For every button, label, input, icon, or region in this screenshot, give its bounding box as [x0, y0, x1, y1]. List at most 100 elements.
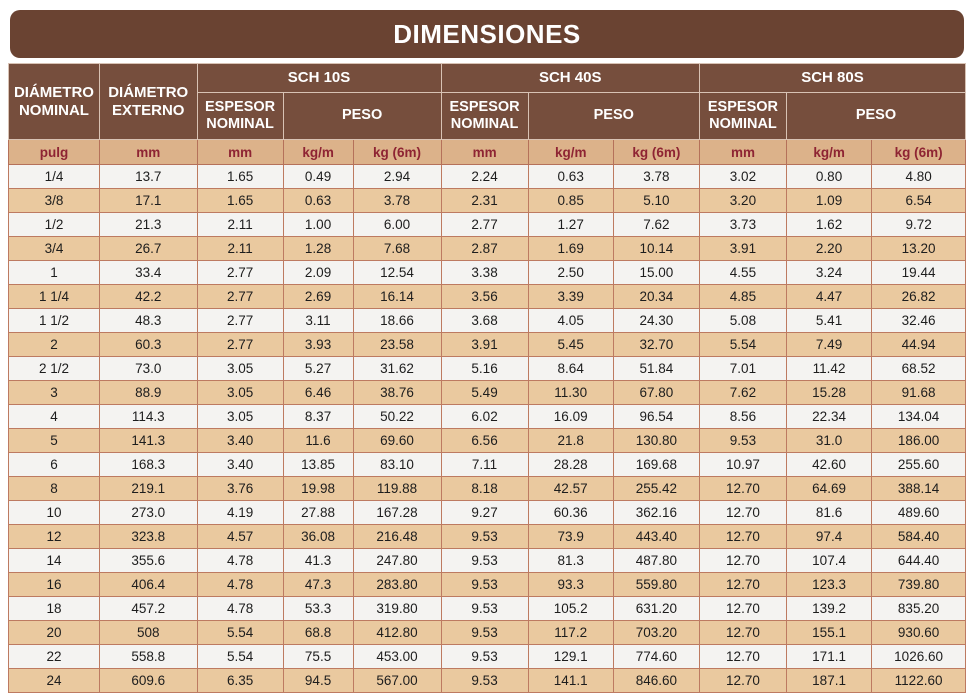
table-row: 1 1/2 48.3 2.77 3.11 18.66 3.68 4.05 24.30 5.08 5…: [8, 308, 966, 333]
col-group-sch-80s: SCH 80S: [698, 63, 967, 93]
cell: 4.78: [196, 572, 284, 597]
cell: 20: [8, 620, 100, 645]
cell: 5.27: [282, 356, 354, 381]
cell: 119.88: [352, 476, 442, 501]
cell: 1.65: [196, 164, 284, 189]
table-row: 5 141.3 3.40 11.6 69.60 6.56 21.8 130.80 9.53 31.…: [8, 428, 966, 453]
cell: 3.76: [196, 476, 284, 501]
cell: 19.98: [282, 476, 354, 501]
cell: 69.60: [352, 428, 442, 453]
cell: 3.91: [440, 332, 529, 357]
cell: 83.10: [352, 452, 442, 477]
cell: 60.3: [98, 332, 198, 357]
cell: 32.70: [612, 332, 700, 357]
cell: 0.63: [527, 164, 614, 189]
units-row: pulg mm mm kg/m kg (6m) mm kg/m kg (6m) …: [8, 139, 966, 165]
cell: 3.93: [282, 332, 354, 357]
table-row: 3/4 26.7 2.11 1.28 7.68 2.87 1.69 10.14 3.91 2.20…: [8, 236, 966, 261]
cell: 7.49: [785, 332, 873, 357]
cell: 1.00: [282, 212, 354, 237]
cell: 64.69: [785, 476, 873, 501]
cell: 2 1/2: [8, 356, 100, 381]
unit-kgm-10s: kg/m: [282, 139, 354, 165]
cell: 1/2: [8, 212, 100, 237]
table-row: 2 1/2 73.0 3.05 5.27 31.62 5.16 8.64 51.84 7.01 1…: [8, 356, 966, 381]
cell: 4.19: [196, 500, 284, 525]
cell: 2.87: [440, 236, 529, 261]
cell: 15.00: [612, 260, 700, 285]
cell: 2.77: [196, 260, 284, 285]
cell: 68.52: [871, 356, 966, 381]
page-title: DIMENSIONES: [10, 10, 964, 58]
cell: 10: [8, 500, 100, 525]
cell: 4.78: [196, 596, 284, 621]
table-row: 1 33.4 2.77 2.09 12.54 3.38 2.50 15.00 4.55 3.24 1…: [8, 260, 966, 285]
cell: 631.20: [612, 596, 700, 621]
cell: 88.9: [98, 380, 198, 405]
unit-mm-10s: mm: [196, 139, 284, 165]
col-header-diametro-externo: DIÁMETRO EXTERNO: [98, 63, 198, 140]
cell: 3.39: [527, 284, 614, 309]
cell: 1: [8, 260, 100, 285]
cell: 2.11: [196, 212, 284, 237]
cell: 11.30: [527, 380, 614, 405]
cell: 68.8: [282, 620, 354, 645]
cell: 141.3: [98, 428, 198, 453]
cell: 2.77: [196, 284, 284, 309]
table-row: 20 508 5.54 68.8 412.80 9.53 117.2 703.20 12.70 1…: [8, 620, 966, 645]
cell: 487.80: [612, 548, 700, 573]
cell: 19.44: [871, 260, 966, 285]
cell: 739.80: [871, 572, 966, 597]
cell: 13.85: [282, 452, 354, 477]
cell: 3.68: [440, 308, 529, 333]
cell: 255.42: [612, 476, 700, 501]
cell: 6: [8, 452, 100, 477]
cell: 3/4: [8, 236, 100, 261]
cell: 22.34: [785, 404, 873, 429]
unit-pulg: pulg: [8, 139, 100, 165]
cell: 134.04: [871, 404, 966, 429]
cell: 11.42: [785, 356, 873, 381]
cell: 3/8: [8, 188, 100, 213]
table-row: 16 406.4 4.78 47.3 283.80 9.53 93.3 559.80 12.70…: [8, 572, 966, 597]
cell: 559.80: [612, 572, 700, 597]
unit-mm-40s: mm: [440, 139, 529, 165]
cell: 14: [8, 548, 100, 573]
cell: 21.3: [98, 212, 198, 237]
cell: 130.80: [612, 428, 700, 453]
cell: 1.28: [282, 236, 354, 261]
cell: 1026.60: [871, 644, 966, 669]
cell: 169.68: [612, 452, 700, 477]
cell: 6.46: [282, 380, 354, 405]
cell: 6.00: [352, 212, 442, 237]
cell: 4.80: [871, 164, 966, 189]
cell: 644.40: [871, 548, 966, 573]
table-row: 3 88.9 3.05 6.46 38.76 5.49 11.30 67.80 7.62 15.2…: [8, 380, 966, 405]
cell: 355.6: [98, 548, 198, 573]
cell: 3.05: [196, 404, 284, 429]
cell: 12.70: [698, 596, 787, 621]
table-header: DIÁMETRO NOMINAL DIÁMETRO EXTERNO SCH 10…: [8, 63, 967, 165]
table-row: 14 355.6 4.78 41.3 247.80 9.53 81.3 487.80 12.70…: [8, 548, 966, 573]
cell: 3.38: [440, 260, 529, 285]
cell: 168.3: [98, 452, 198, 477]
cell: 5.49: [440, 380, 529, 405]
cell: 187.1: [785, 668, 873, 693]
cell: 12.70: [698, 644, 787, 669]
cell: 7.62: [612, 212, 700, 237]
cell: 93.3: [527, 572, 614, 597]
cell: 7.11: [440, 452, 529, 477]
unit-kg6m-10s: kg (6m): [352, 139, 442, 165]
table-row: 1/2 21.3 2.11 1.00 6.00 2.77 1.27 7.62 3.73 1.62 9…: [8, 212, 966, 237]
cell: 171.1: [785, 644, 873, 669]
cell: 12.54: [352, 260, 442, 285]
cell: 6.02: [440, 404, 529, 429]
cell: 457.2: [98, 596, 198, 621]
cell: 4.57: [196, 524, 284, 549]
cell: 105.2: [527, 596, 614, 621]
cell: 28.28: [527, 452, 614, 477]
cell: 97.4: [785, 524, 873, 549]
cell: 1.09: [785, 188, 873, 213]
cell: 27.88: [282, 500, 354, 525]
cell: 18.66: [352, 308, 442, 333]
